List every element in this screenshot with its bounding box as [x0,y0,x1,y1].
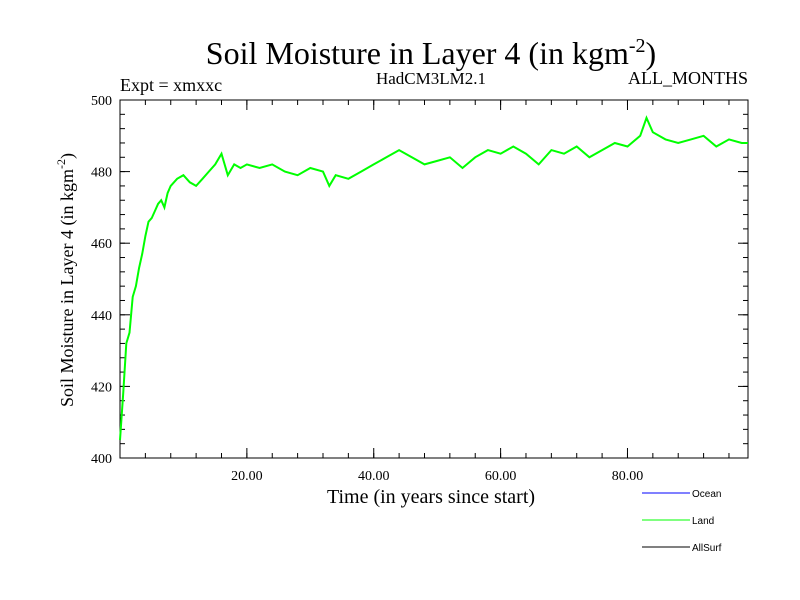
y-tick-label: 420 [91,380,112,395]
y-tick-label: 480 [91,166,112,181]
plot-frame [119,99,749,459]
y-axis-label-end: ) [57,153,78,159]
subtitle-center: HadCM3LM2.1 [376,69,486,88]
chart-title-superscript: -2 [629,35,646,57]
chart-title-end: ) [646,35,657,71]
y-tick-label: 460 [91,237,112,252]
minor-ticks [119,99,748,459]
legend-land-label: Land [692,516,714,527]
chart-title: Soil Moisture in Layer 4 (in kgm-2) [206,35,656,71]
subtitle-left: Expt = xmxxc [120,75,222,95]
x-tick-label: 60.00 [485,469,517,484]
x-tick-label: 40.00 [358,469,390,484]
legend: Ocean Land AllSurf [642,489,722,554]
legend-allsurf-label: AllSurf [692,543,722,554]
x-axis-label: Time (in years since start) [327,486,535,508]
subtitle-right: ALL_MONTHS [628,68,748,88]
y-axis-label-main: Soil Moisture in Layer 4 (in kgm [57,169,78,407]
x-tick-label: 20.00 [231,469,263,484]
y-ticks: 400 420 440 460 480 500 [91,94,748,467]
series-land-line [119,115,748,441]
x-tick-label: 80.00 [612,469,644,484]
legend-ocean-label: Ocean [692,489,721,500]
y-tick-label: 440 [91,309,112,324]
chart-title-main: Soil Moisture in Layer 4 (in kgm [206,35,629,71]
y-axis-label: Soil Moisture in Layer 4 (in kgm-2) [54,153,78,407]
series-lines [119,115,748,441]
y-axis-label-superscript: -2 [54,159,68,169]
y-tick-label: 500 [91,94,112,109]
x-ticks: 20.00 40.00 60.00 80.00 [231,100,643,484]
y-tick-label: 400 [91,452,112,467]
